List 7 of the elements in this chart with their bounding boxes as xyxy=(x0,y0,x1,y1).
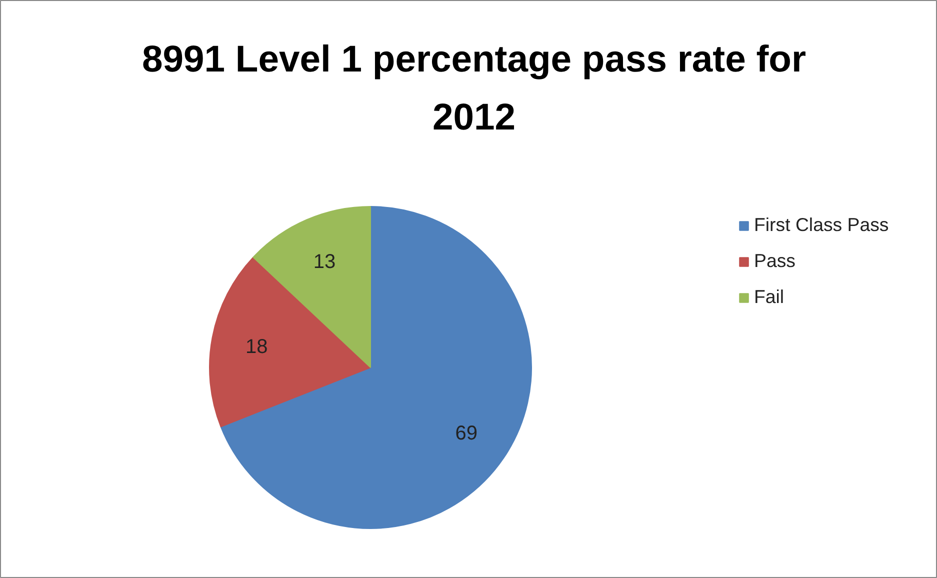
legend-label: First Class Pass xyxy=(754,214,889,236)
legend-label: Pass xyxy=(754,250,796,272)
chart-title: 8991 Level 1 percentage pass rate for 2012 xyxy=(142,38,806,138)
data-label: 13 xyxy=(313,251,336,274)
legend-label: Fail xyxy=(754,286,784,308)
data-label: 18 xyxy=(246,336,268,358)
data-label: 69 xyxy=(455,422,478,445)
